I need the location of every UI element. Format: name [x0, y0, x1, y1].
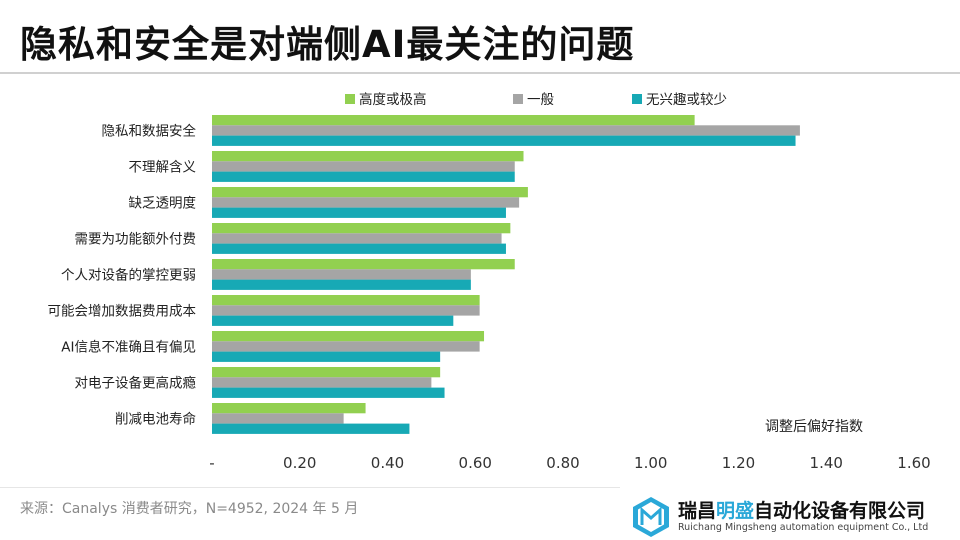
bar	[212, 135, 796, 146]
legend-swatch	[632, 94, 642, 104]
legend-swatch	[513, 94, 523, 104]
company-english-name: Ruichang Mingsheng automation equipment …	[678, 522, 929, 533]
chart-bars	[212, 115, 800, 434]
company-watermark: 瑞昌明盛自动化设备有限公司 Ruichang Mingsheng automat…	[630, 494, 960, 540]
bar	[212, 423, 410, 434]
company-name-part1: 瑞昌	[678, 500, 717, 522]
bar	[212, 295, 480, 306]
tick-label: 1.20	[722, 454, 755, 472]
bar	[212, 269, 471, 280]
bar	[212, 243, 506, 254]
bar	[212, 305, 480, 316]
bar	[212, 413, 344, 424]
legend-label: 无兴趣或较少	[646, 92, 727, 108]
category-label: 需要为功能额外付费	[75, 231, 197, 247]
footer-divider	[0, 487, 620, 488]
legend-label: 高度或极高	[359, 91, 427, 108]
bar	[212, 233, 502, 244]
tick-label: 0.60	[459, 454, 492, 472]
tick-label: 1.60	[897, 454, 930, 472]
category-labels: 隐私和数据安全不理解含义缺乏透明度需要为功能额外付费个人对设备的掌控更弱可能会增…	[48, 122, 197, 427]
bar	[212, 171, 515, 182]
company-name-part3: 自动化设备有限公司	[754, 500, 926, 522]
x-axis-ticks: - 0.20 0.40 0.60 0.80 1.00 1.20 1.40 1.60	[209, 454, 930, 472]
bar	[212, 377, 432, 388]
category-label: 个人对设备的掌控更弱	[61, 266, 196, 283]
bar	[212, 187, 528, 198]
bar	[212, 115, 695, 126]
bar	[212, 279, 471, 290]
category-label: 缺乏透明度	[129, 195, 197, 211]
category-label: 对电子设备更高成瘾	[75, 374, 197, 391]
category-label: AI信息不准确且有偏见	[61, 338, 196, 355]
tick-label: 1.00	[634, 454, 667, 472]
category-label: 隐私和数据安全	[102, 122, 197, 139]
company-name: 瑞昌明盛自动化设备有限公司	[678, 496, 925, 523]
category-label: 不理解含义	[129, 159, 197, 175]
chart-legend: 高度或极高 一般 无兴趣或较少	[345, 91, 727, 108]
tick-label: 0.20	[283, 454, 316, 472]
bar	[212, 259, 515, 270]
source-note: 来源：Canalys 消费者研究，N=4952, 2024 年 5 月	[20, 501, 359, 517]
bar-chart: 高度或极高 一般 无兴趣或较少 隐私和数据安全不理解含义缺乏透明度需要为功能额外付费…	[48, 91, 931, 472]
bar	[212, 125, 800, 136]
company-name-part2: 明盛	[716, 500, 755, 522]
bar	[212, 403, 366, 414]
bar	[212, 341, 480, 352]
tick-label: -	[209, 454, 214, 472]
bar	[212, 151, 524, 162]
bar	[212, 207, 506, 218]
tick-label: 0.40	[371, 454, 404, 472]
bar	[212, 387, 445, 398]
category-label: 可能会增加数据费用成本	[48, 303, 197, 319]
bar	[212, 197, 520, 208]
tick-label: 0.80	[546, 454, 579, 472]
tick-label: 1.40	[810, 454, 843, 472]
title-divider	[0, 72, 960, 74]
bar	[212, 367, 441, 378]
bar	[212, 223, 511, 234]
page-title: 隐私和安全是对端侧AI最关注的问题	[20, 23, 635, 66]
legend-swatch	[345, 94, 355, 104]
bar	[212, 161, 515, 172]
bar	[212, 331, 485, 342]
bar	[212, 315, 454, 326]
category-label: 削减电池寿命	[115, 410, 196, 427]
legend-label: 一般	[527, 92, 555, 108]
index-label: 调整后偏好指数	[765, 419, 863, 435]
bar	[212, 351, 441, 362]
company-logo-icon	[633, 497, 669, 537]
